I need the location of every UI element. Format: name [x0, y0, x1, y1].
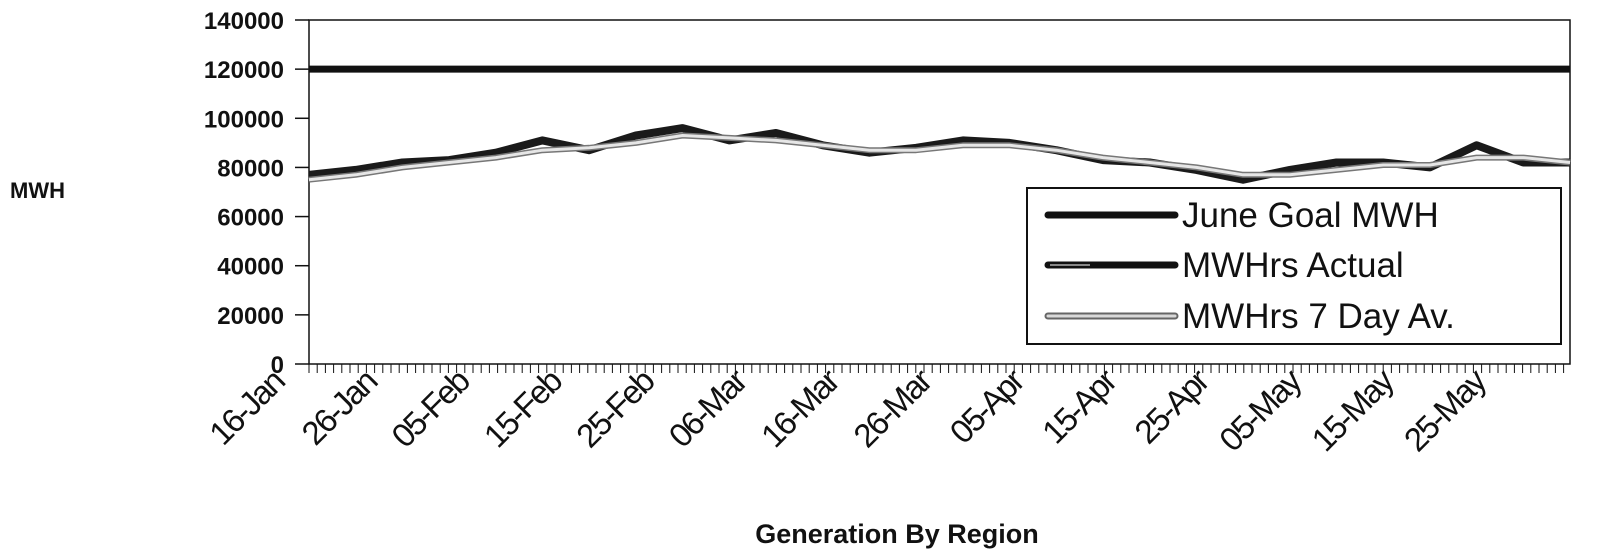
y-tick-label: 20000: [217, 303, 284, 330]
x-tick-label: 26-Jan: [294, 362, 383, 451]
y-tick-label: 80000: [217, 155, 284, 182]
x-tick-label: 15-May: [1304, 361, 1401, 458]
x-tick-label: 05-May: [1212, 361, 1309, 458]
x-tick-label: 25-May: [1397, 361, 1494, 458]
series-line-actual: [308, 124, 1570, 184]
legend-label-june-goal: June Goal MWH: [1182, 196, 1439, 235]
series-line-7day: [308, 134, 1571, 182]
x-tick-label: 05-Apr: [942, 361, 1031, 450]
y-tick-label: 40000: [217, 254, 284, 281]
x-tick-label: 15-Feb: [477, 362, 569, 454]
legend-label-7day: MWHrs 7 Day Av.: [1182, 297, 1455, 336]
y-tick-label: 120000: [204, 57, 284, 84]
x-tick-label: 16-Mar: [754, 361, 847, 454]
plot-border: [308, 19, 1571, 365]
y-tick-label: 60000: [217, 205, 284, 232]
y-tick-label: 140000: [204, 8, 284, 35]
x-tick-label: 26-Mar: [846, 361, 939, 454]
y-axis-ticks: 140000 120000 100000 80000 60000 40000 20000 0: [204, 8, 309, 379]
y-tick-label: 0: [271, 352, 284, 379]
x-tick-label: 06-Mar: [661, 361, 754, 454]
x-tick-label: 05-Feb: [384, 362, 476, 454]
x-tick-label: 15-Apr: [1035, 361, 1124, 450]
y-axis-title: MWH: [10, 178, 65, 203]
y-tick-label: 100000: [204, 106, 284, 133]
series-layer: [308, 65, 1571, 184]
legend-label-actual: MWHrs Actual: [1182, 246, 1404, 285]
x-tick-label: 25-Apr: [1127, 361, 1216, 450]
legend: June Goal MWH MWHrs Actual MWHrs 7 Day A…: [1026, 187, 1562, 345]
x-tick-label: 25-Feb: [569, 362, 661, 454]
x-axis-ticks: 16-Jan 26-Jan 05-Feb 15-Feb 25-Feb 06-Mar 16-M…: [202, 361, 1565, 458]
plot-area: [308, 19, 1571, 365]
x-axis-title: Generation By Region: [755, 519, 1039, 549]
